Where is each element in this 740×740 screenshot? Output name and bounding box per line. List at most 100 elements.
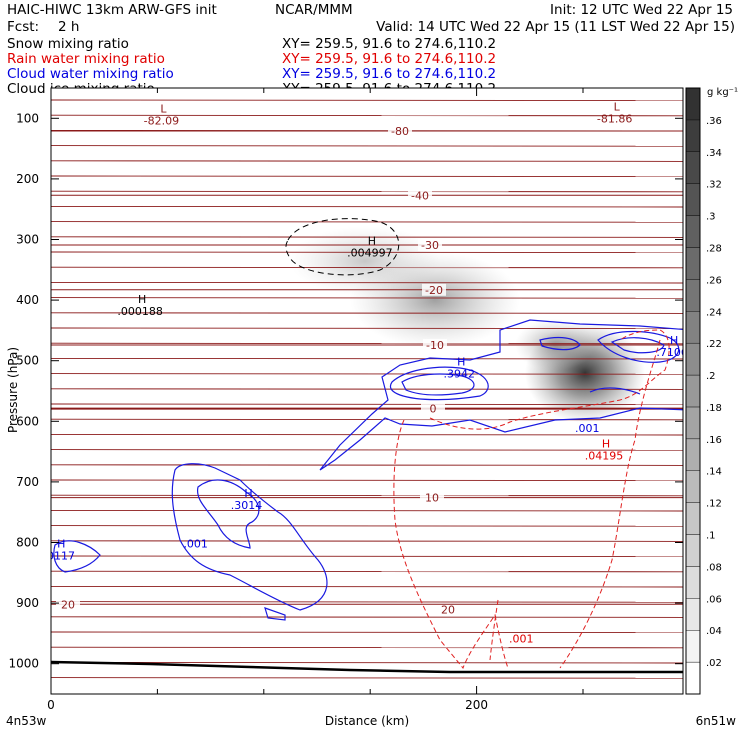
isotherm-line [51,585,683,588]
x-tick-label: 0 [47,698,55,712]
isotherm-line [51,145,683,147]
isotherm-line [51,205,683,208]
x-left-endpoint: 4n53w [6,714,47,728]
isotherm-line [51,312,683,314]
extremum-letter: L [614,100,621,113]
extremum-value: -82.09 [144,114,179,127]
extremum-H: H.000188 [117,293,163,318]
field-xy: XY= 259.5, 91.6 to 274.6,110.2 [282,51,496,67]
isotherm-line [51,464,683,466]
y-tick-label: 600 [16,414,39,428]
field-name: Rain water mixing ratio [7,51,165,67]
cw-far-left [53,540,101,573]
x-right-endpoint: 6n51w [696,714,737,728]
isotherm-line [51,540,683,542]
colorbar-bin [685,215,701,248]
isotherm-line [51,281,683,284]
colorbar-bin [685,502,701,535]
colorbar-bin [685,406,701,440]
surface-line [51,660,683,674]
colorbar-bin [685,630,701,663]
extremum-value: .04195 [585,449,624,462]
colorbar-frame [685,87,701,695]
fcst-value: 2 h [58,19,79,35]
extremum-H: H.3942 [444,356,476,381]
contour-label: .001 [509,632,534,645]
colorbar-bin [685,279,701,312]
isotherm-line [51,342,683,345]
isotherm-line [51,677,683,679]
cw-mid-inner [401,373,475,396]
colorbar-tick-label: .2 [706,371,716,382]
ice-shade-middle [350,252,520,348]
isotherm-label: 20 [441,603,455,616]
y-tick-label: 700 [16,475,39,489]
isotherm-label: -40 [411,189,429,202]
isotherm-line [51,616,683,618]
temperature-isotherms: -80 -40 -30 -20 -10 0 10 20 20 [51,99,683,679]
isotherm-line [51,297,683,299]
cw-right-inner [610,337,665,354]
cw-right-outer [597,330,680,363]
isotherm-line [51,601,683,603]
isotherm-line [51,99,683,102]
isotherm-line [51,555,683,558]
colorbar-tick-label: .16 [706,435,722,446]
extremum-H: H.0117 [44,537,76,562]
colorbar-tick-label: .06 [706,594,722,605]
colorbar-tick-label: .22 [706,339,722,350]
colorbar: g kg⁻¹ .02 .04 .06 .08 .1 .12 .14 .16 .18 .2 .22 .2… [685,87,738,695]
colorbar-bin [685,566,701,599]
cw-right-small [539,336,581,351]
isotherm-label: -80 [391,125,409,138]
colorbar-bin [685,661,701,695]
extremum-letter: H [602,437,610,450]
colorbar-tick-label: .14 [706,467,722,478]
isotherm-line [51,525,683,527]
extremum-letter: H [368,234,376,247]
org-label: NCAR/MMM [275,2,353,18]
cloud-water-contours [53,319,683,621]
colorbar-tick-label: .08 [706,562,722,573]
extremum-value: .004997 [347,246,393,259]
x-tick-label: 200 [465,698,488,712]
isotherm-label: 10 [425,492,439,505]
extrema-annotations: L-82.09L-81.86H.004997H.000188H.3942H.71… [44,100,683,645]
header: HAIC-HIWC 13km ARW-GFS init NCAR/MMM Ini… [7,2,735,97]
colorbar-bin [685,534,701,567]
isotherm-line [51,160,683,162]
extremum-H: H.04195 [585,437,624,462]
isotherm-line [51,266,683,269]
extremum-value: .0117 [44,549,76,562]
colorbar-tick-label: .28 [706,243,722,254]
isotherm-line [51,175,683,178]
fcst-label: Fcst: [7,19,39,35]
isotherm-line [51,494,683,497]
isotherm-line [51,631,683,634]
colorbar-unit: g kg⁻¹ [707,87,738,98]
y-tick-label: 400 [16,293,39,307]
colorbar-bin [685,311,701,344]
extremum-H: H.3014 [231,487,263,512]
isotherm-line [51,327,683,330]
isotherm-line [51,403,683,406]
y-tick-label: 1000 [8,657,39,671]
y-axis-label: Pressure (hPa) [6,347,20,433]
colorbar-bin [685,183,701,216]
y-tick-label: 800 [16,536,39,550]
colorbar-tick-label: .3 [706,212,716,223]
isotherm-label-bg [418,238,442,251]
x-axis-label: Distance (km) [325,714,409,728]
isotherm-line [51,357,683,360]
init-time: Init: 12 UTC Wed 22 Apr 15 [550,2,733,18]
isotherm-label-bg [56,598,80,611]
contour-label: .001 [575,422,600,435]
cw-blip [264,607,286,621]
isotherm-line [51,509,683,512]
extremum-letter: L [160,102,167,115]
cw-mid-outer [389,366,489,401]
isotherm-line [51,373,683,375]
extremum-letter: H [244,487,252,500]
isotherm-line [51,236,683,238]
